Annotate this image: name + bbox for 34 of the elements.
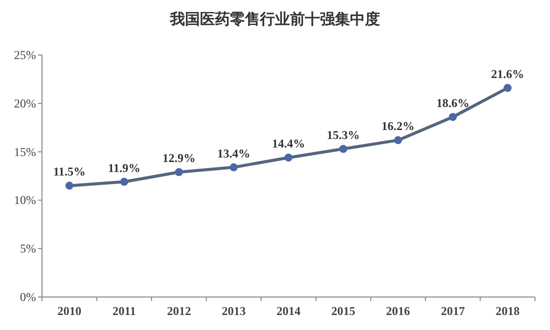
data-label: 13.4%: [217, 146, 250, 160]
y-tick-label: 15%: [14, 144, 36, 159]
point: [174, 168, 183, 176]
y-tick-label: 20%: [14, 96, 36, 110]
x-tick-label: 2015: [331, 304, 356, 318]
data-label: 15.3%: [326, 128, 360, 142]
x-tick-label: 2010: [57, 304, 82, 318]
y-tick-label: 10%: [14, 193, 36, 208]
y-tick-label: 25%: [14, 48, 36, 62]
chart-title: 我国医药零售行业前十强集中度: [169, 10, 380, 28]
x-tick-label: 2017: [440, 304, 465, 318]
point: [448, 112, 457, 121]
data-label: 21.6%: [491, 66, 524, 81]
y-tick-label: 5%: [20, 242, 36, 256]
data-label: 16.2%: [382, 119, 415, 134]
x-tick-label: 2018: [496, 304, 520, 318]
data-label: 11.5%: [53, 164, 86, 179]
point: [394, 136, 402, 144]
data-label: 14.4%: [272, 136, 305, 151]
point: [339, 144, 348, 153]
x-tick-label: 2016: [386, 304, 410, 318]
point: [120, 178, 128, 186]
y-tick-label: 0%: [20, 290, 36, 304]
data-label: 11.9%: [108, 160, 140, 175]
x-tick-label: 2014: [276, 304, 300, 318]
x-tick-label: 2011: [112, 304, 136, 318]
x-tick-label: 2013: [222, 304, 246, 318]
x-tick-label: 2012: [166, 304, 191, 318]
point: [284, 154, 292, 162]
point: [65, 182, 74, 190]
point: [230, 163, 238, 172]
data-label: 12.9%: [162, 151, 196, 166]
point: [504, 84, 512, 92]
data-label: 18.6%: [436, 96, 470, 110]
